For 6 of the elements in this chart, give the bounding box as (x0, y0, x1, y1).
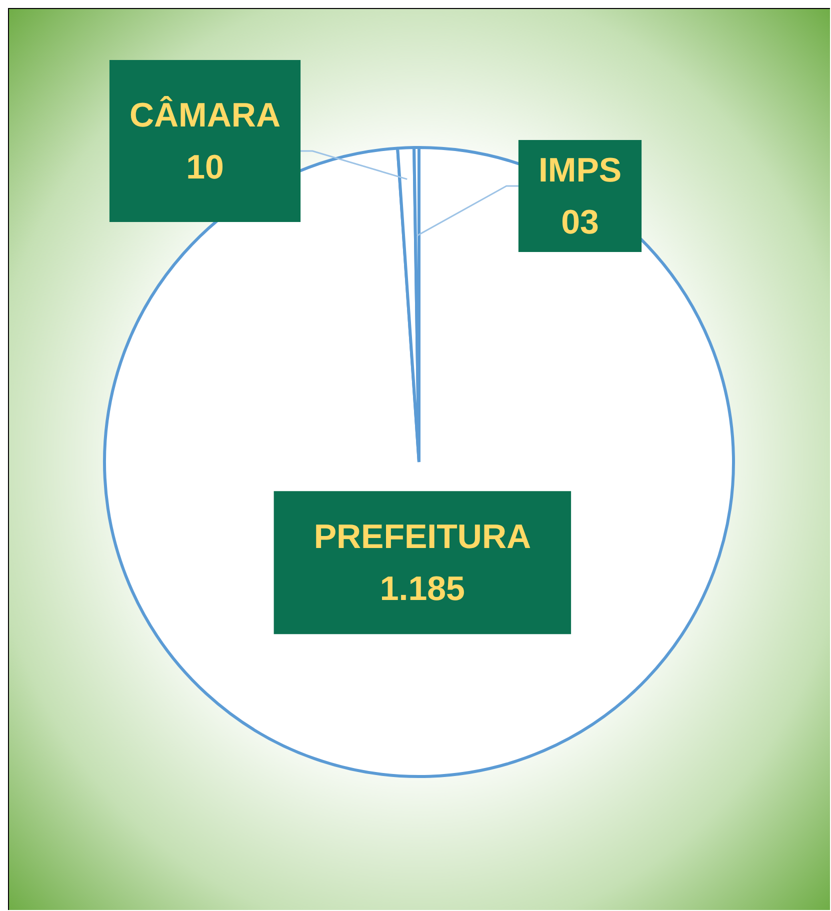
data-label: 03 (561, 203, 599, 242)
slice-label: IMPS (538, 151, 622, 190)
data-label: 10 (186, 148, 224, 186)
data-label: 1.185 (380, 570, 465, 608)
slice-label: CÂMARA (129, 95, 281, 134)
slice-label: PREFEITURA (314, 518, 532, 556)
